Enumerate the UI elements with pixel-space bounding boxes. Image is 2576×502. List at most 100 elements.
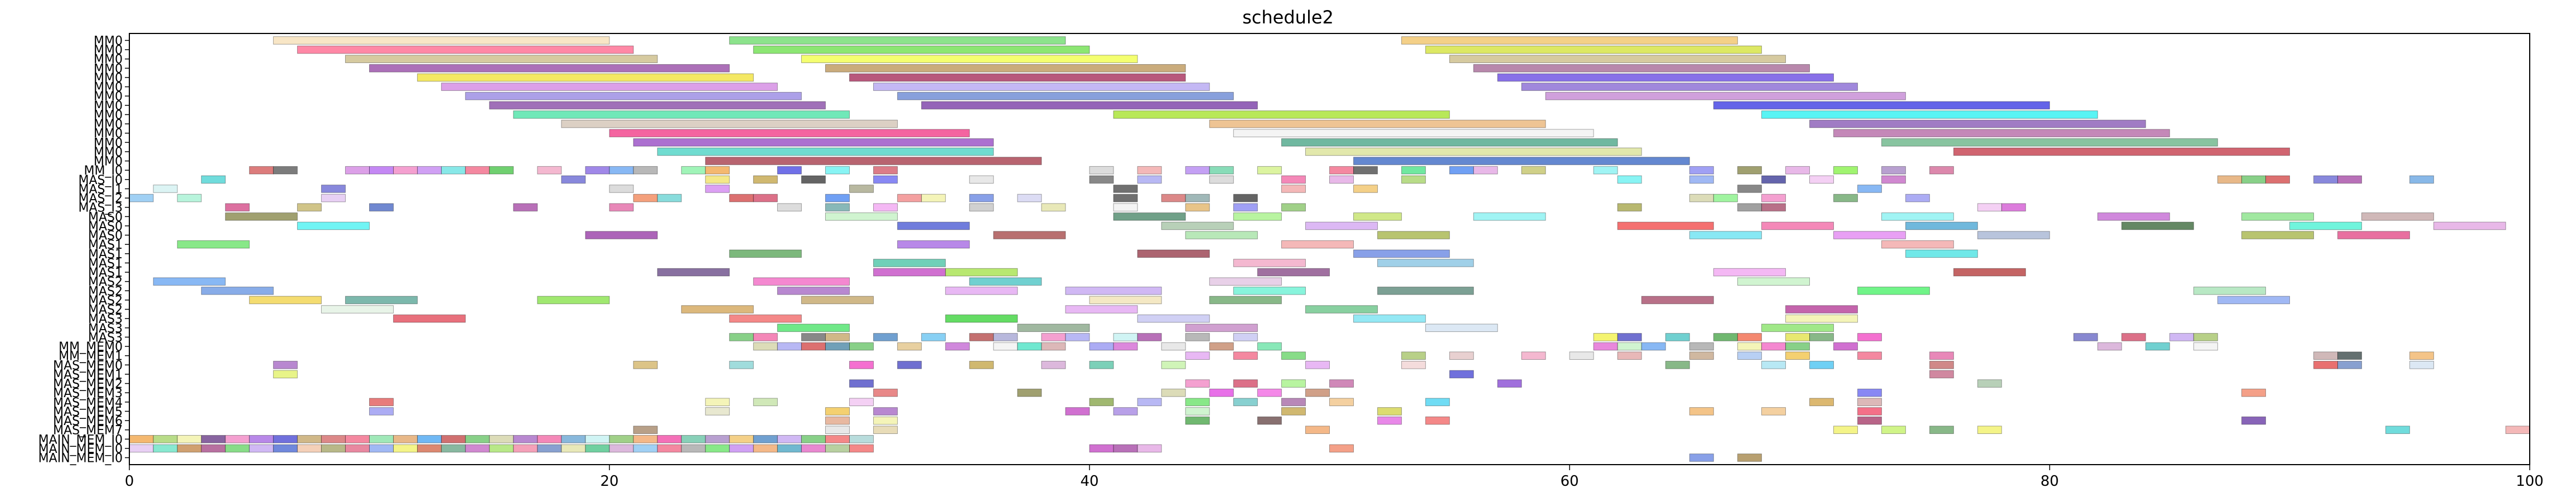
y-tick-label: MAS_MEM1 [53, 368, 123, 382]
task-bar [1977, 231, 2050, 239]
task-bar [1185, 231, 1258, 239]
task-bar [465, 166, 490, 175]
task-bar [1617, 333, 1642, 341]
y-tick-label: MAS0 [88, 229, 123, 243]
task-bar [1689, 231, 1762, 239]
task-bar [705, 444, 730, 453]
task-bar [1137, 175, 1162, 184]
task-bar [1689, 453, 1714, 462]
task-bar [849, 342, 874, 351]
task-bar [417, 73, 754, 82]
task-bar [1113, 444, 1138, 453]
task-bar [1521, 351, 1546, 360]
task-bar [1401, 166, 1426, 175]
task-bar [849, 379, 874, 388]
task-bar [1857, 286, 1930, 295]
task-bar [297, 203, 322, 212]
task-bar [1185, 379, 1210, 388]
task-bar [1281, 185, 1306, 193]
task-bar [2217, 175, 2242, 184]
task-bar [657, 435, 682, 443]
task-bar [633, 166, 658, 175]
task-bar [1113, 203, 1138, 212]
task-bar [1593, 342, 1618, 351]
task-bar [1425, 324, 1498, 332]
task-bar [225, 213, 298, 221]
task-bar [1353, 213, 1402, 221]
task-bar [897, 194, 922, 202]
task-bar [1041, 342, 1066, 351]
task-bar [297, 45, 634, 54]
task-bar [585, 231, 658, 239]
task-bar [1185, 351, 1210, 360]
task-bar [1257, 342, 1282, 351]
task-bar [2097, 213, 2170, 221]
task-bar [1137, 166, 1162, 175]
y-tick-label: MM0 [94, 99, 123, 113]
y-tick-label: MAS_MEM3 [53, 387, 123, 400]
task-bar [369, 203, 394, 212]
task-bar [609, 444, 634, 453]
task-bar [1353, 157, 1690, 165]
task-bar [177, 435, 202, 443]
task-bar [273, 166, 298, 175]
task-bar [705, 166, 730, 175]
task-bar [1137, 314, 1210, 323]
task-bar [825, 203, 850, 212]
task-bar [921, 101, 1258, 110]
x-tick-label: 100 [2516, 473, 2544, 490]
task-bar [1641, 342, 1666, 351]
task-bar [1929, 166, 1954, 175]
task-bar [1449, 351, 1474, 360]
task-bar [1209, 277, 1282, 286]
task-bar [1761, 110, 2098, 119]
task-bar [1113, 333, 1138, 341]
task-bar [153, 444, 178, 453]
task-bar [1593, 333, 1618, 341]
task-bar [1209, 296, 1282, 305]
task-bar [1089, 342, 1114, 351]
task-bar [1641, 296, 1714, 305]
task-bar [897, 240, 970, 249]
task-bar [1833, 166, 1858, 175]
task-bar [1065, 305, 1138, 313]
task-bar [969, 277, 1042, 286]
task-bar [249, 435, 274, 443]
plot-frame [129, 33, 2530, 465]
task-bar [633, 444, 658, 453]
task-bar [1185, 203, 1210, 212]
task-bar [345, 444, 370, 453]
task-bar [321, 185, 346, 193]
task-bar [2409, 360, 2434, 369]
task-bar [1857, 185, 1882, 193]
task-bar [1233, 351, 1258, 360]
task-bar [729, 360, 754, 369]
task-bar [153, 435, 178, 443]
task-bar [873, 426, 898, 434]
task-bar [609, 166, 634, 175]
task-bar [1089, 360, 1114, 369]
task-bar [1785, 333, 1810, 341]
task-bar [1593, 166, 1618, 175]
task-bar [417, 435, 442, 443]
task-bar [1329, 379, 1354, 388]
task-bar [2001, 203, 2026, 212]
task-bar [129, 194, 154, 202]
task-bar [321, 194, 346, 202]
y-tick-label: MM0 [94, 118, 123, 132]
task-bar [657, 194, 682, 202]
task-bar [1161, 360, 1186, 369]
task-bar [513, 435, 538, 443]
y-tick-label: MAS2 [88, 284, 123, 298]
y-tick-label: MAS_MEM5 [53, 405, 123, 419]
task-bar [585, 444, 610, 453]
task-bar [2217, 296, 2291, 305]
task-bar [465, 435, 490, 443]
task-bar [753, 435, 778, 443]
task-bar [1161, 194, 1186, 202]
task-bar [465, 444, 490, 453]
task-bar [1305, 426, 1330, 434]
task-bar [1905, 221, 1978, 230]
task-bar [729, 249, 802, 258]
task-bar [345, 55, 658, 64]
